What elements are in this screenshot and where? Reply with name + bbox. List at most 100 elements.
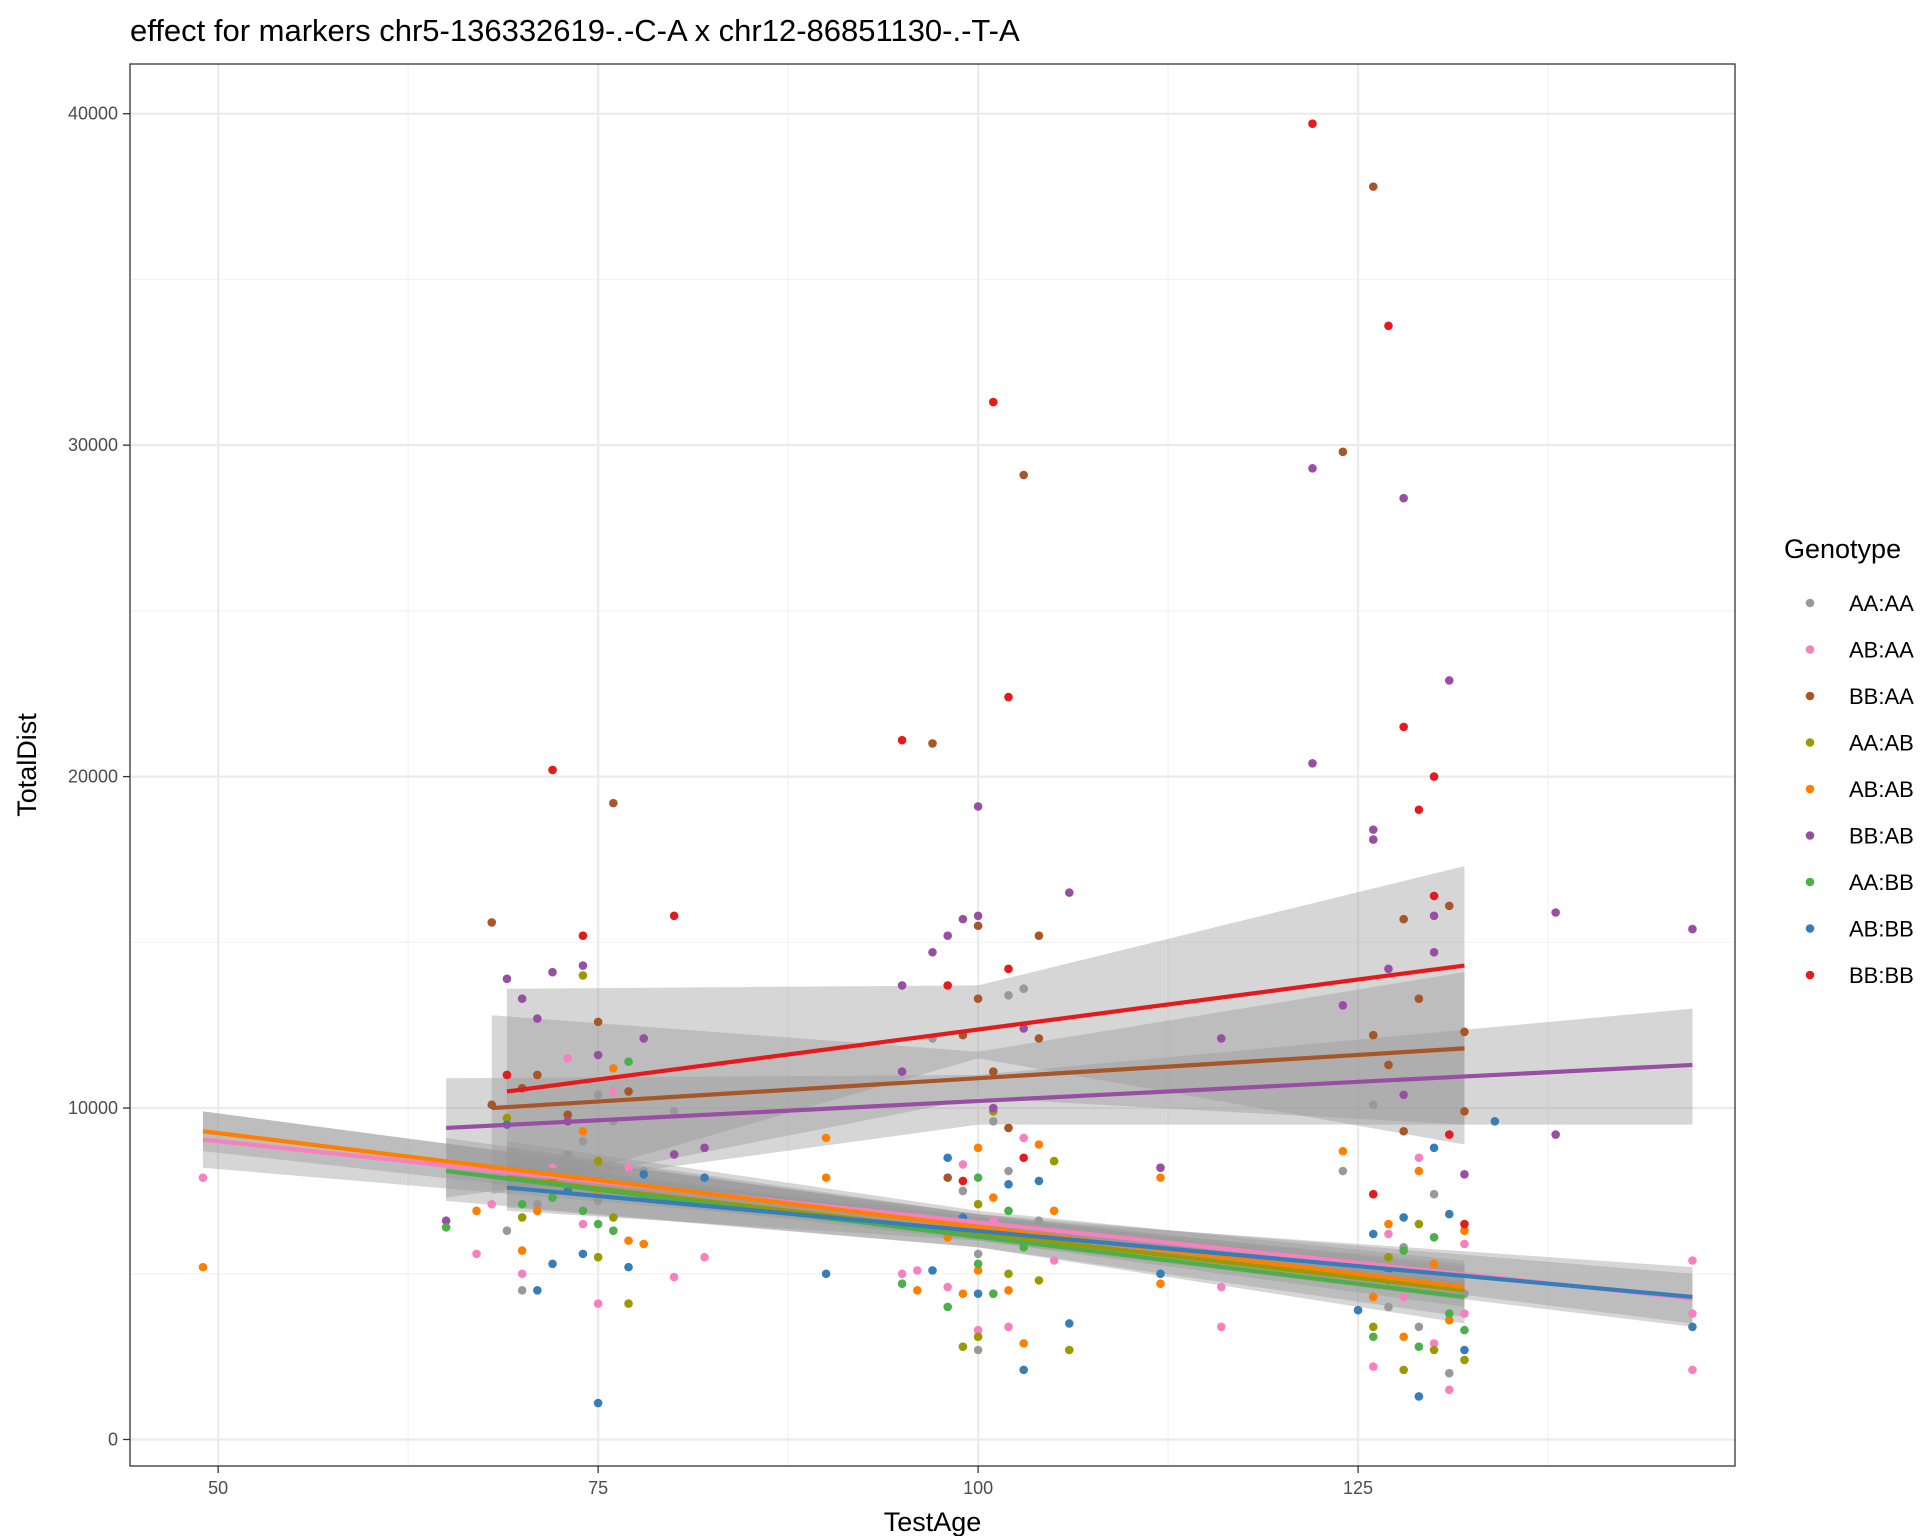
data-point <box>1368 1332 1378 1342</box>
data-point <box>1460 1226 1469 1235</box>
data-point <box>1414 1342 1424 1351</box>
data-point <box>533 1070 542 1080</box>
legend-key <box>1805 691 1815 701</box>
data-point <box>943 1153 952 1163</box>
data-point <box>973 994 983 1003</box>
data-point <box>1019 1133 1028 1143</box>
regression-line <box>202 1129 1465 1290</box>
data-point <box>973 1332 983 1342</box>
data-point <box>1399 1332 1408 1342</box>
legend-key <box>1805 877 1815 887</box>
x-tick-label: 50 <box>208 1478 228 1498</box>
legend-label: AB:BB <box>1849 917 1914 942</box>
data-point <box>609 1063 618 1073</box>
data-point <box>928 739 937 748</box>
data-point <box>1688 1365 1697 1375</box>
data-point <box>1004 1166 1013 1176</box>
y-tick-label: 40000 <box>68 104 118 124</box>
data-point <box>1460 1170 1469 1179</box>
data-points <box>198 119 1697 1408</box>
data-point <box>897 1279 907 1289</box>
data-point <box>441 1223 451 1232</box>
data-point <box>1308 119 1317 128</box>
data-point <box>928 947 937 957</box>
regression-line <box>445 1168 1465 1300</box>
data-point <box>548 967 557 977</box>
data-point <box>928 1266 937 1275</box>
data-point <box>1444 676 1454 685</box>
data-point <box>1460 1107 1469 1116</box>
data-point <box>1429 1189 1439 1199</box>
data-point <box>1429 1339 1439 1348</box>
data-point <box>593 1156 603 1166</box>
data-point <box>1019 470 1028 480</box>
data-point <box>1688 1322 1697 1332</box>
data-point <box>624 1057 633 1066</box>
data-point <box>533 1206 542 1216</box>
data-point <box>669 1150 679 1159</box>
data-point <box>1019 1153 1028 1163</box>
data-point <box>1688 1256 1697 1265</box>
data-point <box>1216 1282 1226 1292</box>
data-point <box>973 1143 983 1153</box>
data-point <box>1004 1179 1013 1189</box>
data-point <box>973 911 983 921</box>
data-point <box>1399 1246 1408 1255</box>
data-point <box>973 1173 983 1182</box>
data-point <box>1384 1229 1393 1239</box>
data-point <box>669 1107 679 1116</box>
data-point <box>669 911 679 921</box>
legend-label: AB:AB <box>1849 777 1914 802</box>
data-point <box>1414 805 1424 815</box>
data-point <box>1004 1123 1013 1133</box>
legend-key <box>1805 784 1815 794</box>
data-point <box>472 1206 481 1216</box>
confidence-band <box>491 972 1465 1195</box>
data-point <box>609 1087 618 1096</box>
regression-line <box>506 963 1465 1094</box>
plot-border <box>129 63 1736 1467</box>
data-point <box>1064 888 1074 897</box>
data-point <box>1399 722 1408 732</box>
y-tick-label: 20000 <box>68 767 118 787</box>
data-point <box>700 1173 709 1182</box>
data-point <box>897 1067 907 1076</box>
data-point <box>1429 1233 1439 1242</box>
data-point <box>533 1014 542 1023</box>
data-point <box>1004 1322 1013 1332</box>
data-point <box>913 1266 922 1275</box>
data-point <box>1064 1319 1074 1328</box>
data-point <box>1429 1143 1439 1153</box>
data-point <box>639 1034 649 1043</box>
data-point <box>669 1272 679 1282</box>
data-point <box>958 1186 968 1196</box>
data-point <box>593 1050 603 1060</box>
data-point <box>1049 1206 1059 1216</box>
data-point <box>1444 1309 1454 1318</box>
data-point <box>533 1199 542 1209</box>
data-point <box>1460 1219 1469 1229</box>
data-point <box>624 1163 633 1173</box>
data-point <box>1460 1345 1469 1355</box>
data-point <box>943 1282 952 1292</box>
data-point <box>548 765 557 775</box>
data-point <box>472 1249 481 1259</box>
data-point <box>943 1302 952 1312</box>
data-point <box>1216 1034 1226 1043</box>
data-point <box>624 1087 633 1096</box>
data-point <box>1004 1269 1013 1279</box>
data-point <box>1429 772 1439 781</box>
data-point <box>502 1070 512 1080</box>
data-point <box>1460 1325 1469 1335</box>
data-point <box>1414 1219 1424 1229</box>
data-point <box>988 1289 998 1298</box>
data-point <box>1034 1140 1044 1149</box>
data-point <box>821 1269 831 1279</box>
chart-title: effect for markers chr5-136332619-.-C-A … <box>130 13 1020 48</box>
data-point <box>1368 1100 1378 1110</box>
legend-label: AA:AB <box>1849 731 1914 756</box>
data-point <box>1414 1392 1424 1401</box>
regression-lines <box>202 963 1693 1301</box>
data-point <box>1368 1292 1378 1302</box>
data-point <box>1384 1219 1393 1229</box>
